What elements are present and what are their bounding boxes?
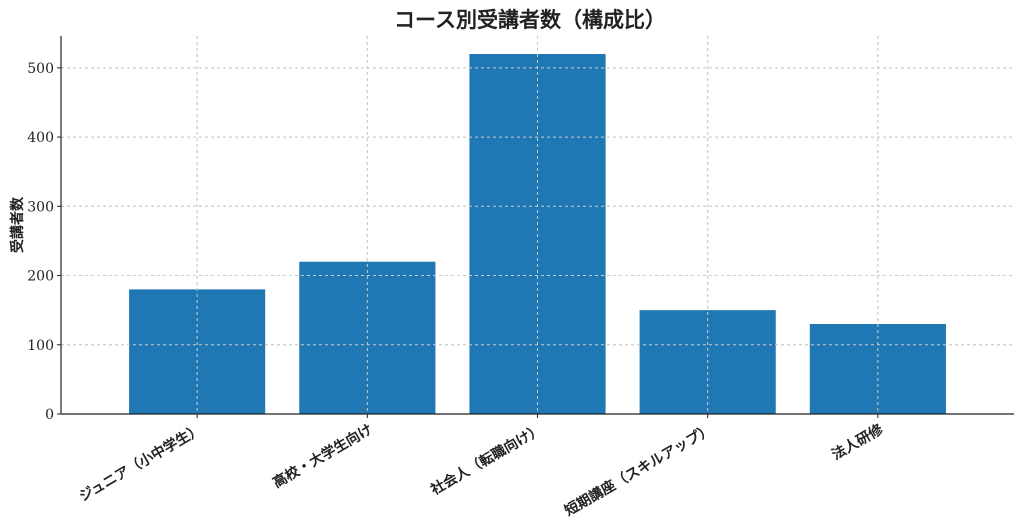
chart-title: コース別受講者数（構成比） xyxy=(394,7,666,32)
y-tick-label: 200 xyxy=(27,269,54,285)
axes xyxy=(57,36,1014,418)
x-tick-labels: ジュニア（小中学生） 高校・大学生向け 社会人（転職向け） 短期講座（スキルアップ） 法… xyxy=(76,420,886,519)
x-tick-label: 短期講座（スキルアップ） xyxy=(562,421,716,520)
x-tick-label: 法人研修 xyxy=(829,420,887,463)
y-tick-label: 500 xyxy=(27,61,54,77)
y-tick-label: 0 xyxy=(45,407,54,423)
bar xyxy=(129,289,266,414)
x-tick-label: 社会人（転職向け） xyxy=(427,421,545,499)
y-tick-label: 300 xyxy=(27,199,54,215)
bars xyxy=(61,36,1014,414)
bar xyxy=(809,324,946,414)
y-tick-label: 400 xyxy=(27,130,54,146)
x-tick-label: 高校・大学生向け xyxy=(270,421,375,492)
x-tick-label: ジュニア（小中学生） xyxy=(76,421,205,505)
y-tick-label: 100 xyxy=(27,338,54,354)
y-tick-labels: 0 100 200 300 400 500 xyxy=(27,61,54,423)
y-axis-label: 受講者数 xyxy=(9,196,26,253)
